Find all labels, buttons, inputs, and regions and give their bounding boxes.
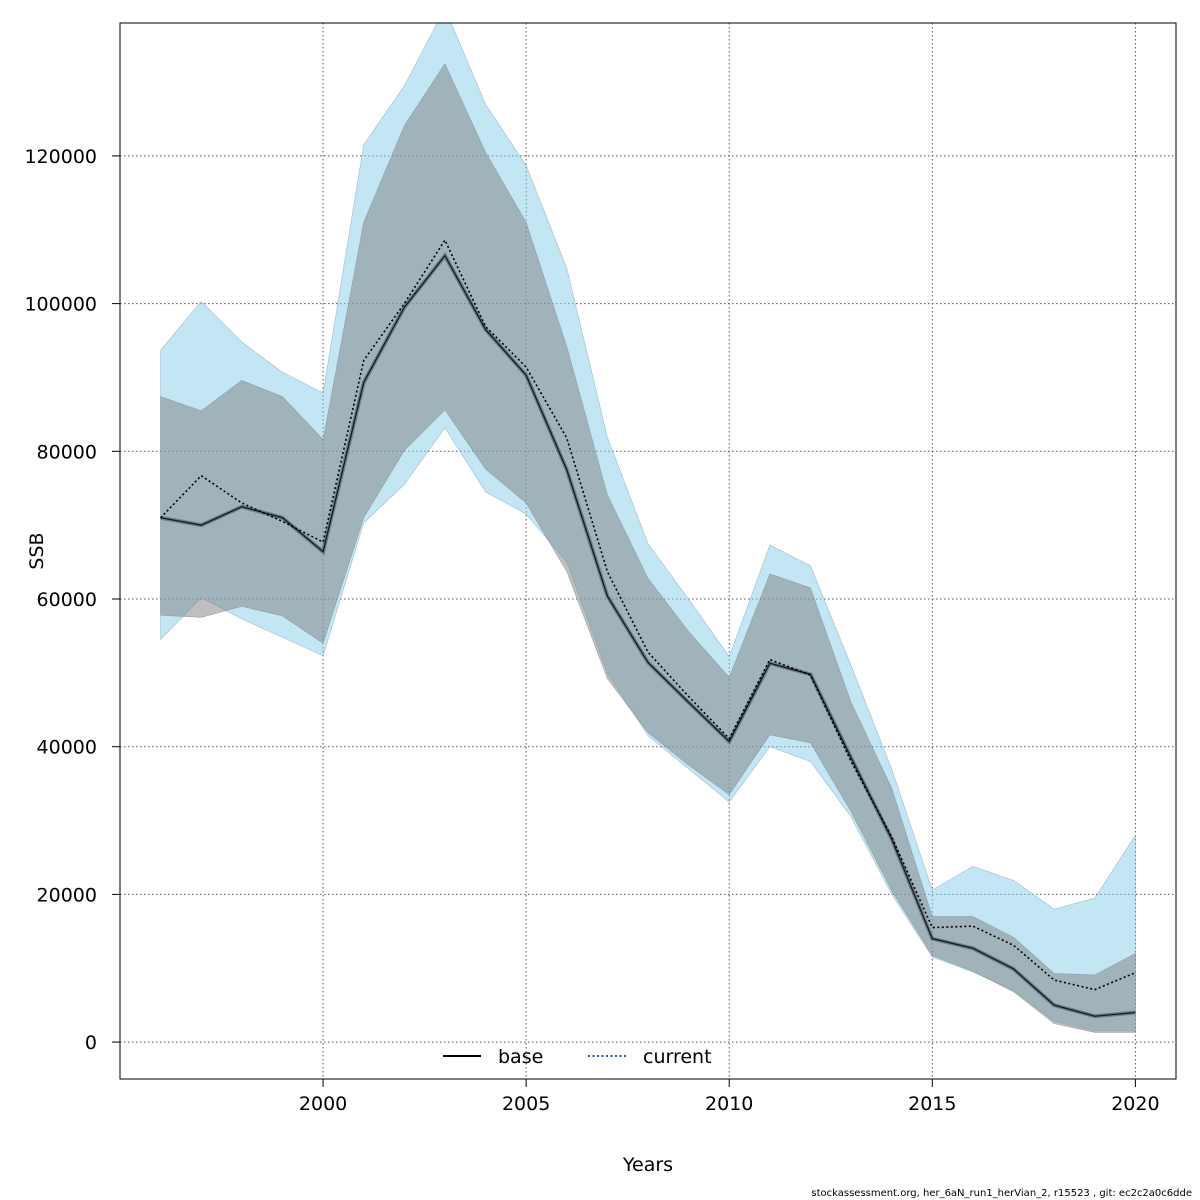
x-axis-title: Years <box>622 1154 673 1176</box>
series-lines <box>160 238 1136 1019</box>
x-tick-label-2020: 2020 <box>1111 1093 1159 1115</box>
confidence-bands <box>160 23 1136 1033</box>
x-tick-label-2005: 2005 <box>502 1093 550 1115</box>
y-tick-label-80000: 80000 <box>37 441 97 463</box>
legend: base current <box>443 1046 712 1068</box>
x-tick-label-2010: 2010 <box>705 1093 753 1115</box>
legend-label-current: current <box>643 1046 712 1068</box>
y-tick-label-120000: 120000 <box>24 146 97 168</box>
y-tick-label-0: 0 <box>85 1032 97 1054</box>
y-tick-label-100000: 100000 <box>24 294 97 316</box>
line-base <box>160 254 1136 1017</box>
plot-frame <box>119 22 1177 1080</box>
footer-credit: stockassessment.org, her_6aN_run1_herVia… <box>811 1188 1192 1199</box>
x-tick-label-2000: 2000 <box>299 1093 347 1115</box>
y-tick-label-60000: 60000 <box>37 589 97 611</box>
x-tick-label-2015: 2015 <box>908 1093 956 1115</box>
legend-label-base: base <box>498 1046 543 1068</box>
axes: 2000 2005 2010 2015 2020 0 20000 40000 60000 8000… <box>24 146 1159 1115</box>
y-tick-label-20000: 20000 <box>37 884 97 906</box>
y-tick-label-40000: 40000 <box>37 737 97 759</box>
y-axis-title: SSB <box>26 532 48 569</box>
